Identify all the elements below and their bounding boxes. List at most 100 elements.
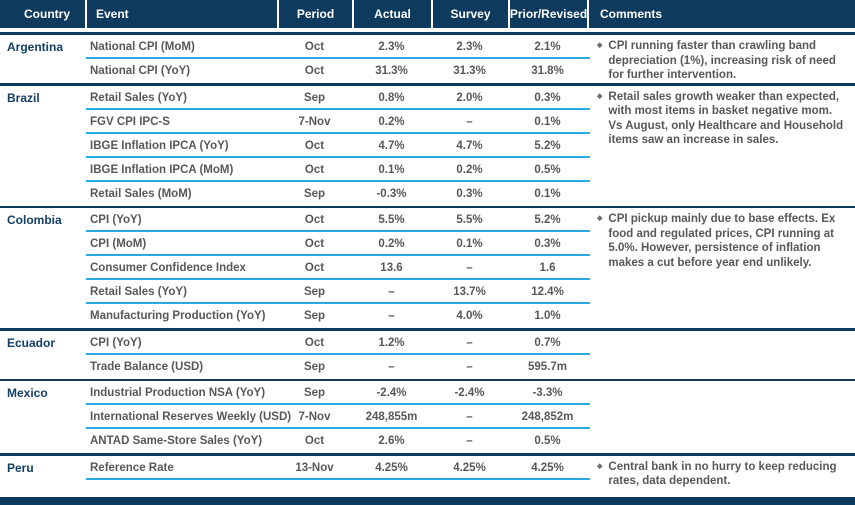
- actual-cell: -2.4%: [376, 387, 407, 399]
- table-row: Industrial Production NSA (YoY) Sep -2.4% -…: [0, 381, 855, 405]
- period-cell: Sep: [303, 387, 326, 399]
- actual-cell: 4.7%: [378, 139, 405, 152]
- survey-cell: 4.25%: [453, 461, 486, 474]
- table-row: Retail Sales (YoY) Sep – 13.7% 12.4%: [0, 280, 855, 304]
- comment: ◆ Central bank in no hurry to keep reduci…: [597, 460, 849, 489]
- country-group-peru: Peru Reference Rate 13-Nov 4.25% 4.25% 4.25% ◆…: [0, 456, 855, 488]
- comment-text: Central bank in no hurry to keep reducin…: [608, 460, 837, 488]
- actual-cell: 31.3%: [375, 65, 408, 77]
- actual-cell: 4.25%: [375, 461, 408, 474]
- row-divider-line: [86, 427, 590, 429]
- survey-cell: –: [466, 435, 473, 447]
- row-divider-line: [86, 352, 590, 355]
- group-divider-line: [0, 453, 855, 456]
- survey-cell: 4.7%: [456, 139, 483, 152]
- actual-cell: 1.2%: [378, 336, 405, 349]
- row-divider-line: [86, 254, 590, 256]
- country-label: Colombia: [7, 213, 62, 227]
- survey-cell: 0.1%: [456, 238, 483, 250]
- table-row: Retail Sales (MoM) Sep -0.3% 0.3% 0.1%: [0, 182, 855, 206]
- survey-cell: –: [466, 336, 473, 349]
- event-cell: ANTAD Same-Store Sales (YoY): [90, 435, 263, 447]
- country-spacer-cell: [0, 280, 85, 304]
- period-cell: Oct: [304, 238, 325, 250]
- period-cell: Oct: [304, 214, 325, 226]
- actual-cell: 5.5%: [378, 214, 405, 226]
- prior-cell: 0.1%: [534, 115, 561, 128]
- table-row: Reference Rate 13-Nov 4.25% 4.25% 4.25%: [0, 456, 855, 480]
- survey-cell: 0.2%: [456, 163, 483, 176]
- country-label: Peru: [7, 460, 34, 475]
- country-label: Argentina: [7, 40, 64, 54]
- period-cell: Sep: [303, 310, 326, 322]
- table-body: Argentina National CPI (MoM) Oct 2.3% 2.3% 2.…: [0, 35, 855, 488]
- group-divider-line: [0, 328, 855, 331]
- header-actual: Actual: [352, 0, 431, 28]
- event-cell: CPI (YoY): [90, 214, 142, 226]
- row-divider-line: [86, 302, 590, 304]
- event-cell: Reference Rate: [90, 461, 174, 474]
- survey-cell: 2.0%: [456, 91, 483, 104]
- survey-cell: 13.7%: [453, 286, 486, 298]
- comment: ◆ CPI pickup mainly due to base effects. …: [597, 212, 849, 270]
- actual-cell: –: [388, 286, 395, 298]
- period-cell: Oct: [304, 336, 325, 349]
- event-cell: National CPI (YoY): [90, 65, 191, 77]
- table-row: IBGE Inflation IPCA (MoM) Oct 0.1% 0.2% 0.5%: [0, 158, 855, 182]
- comment-text: Retail sales growth weaker than expected…: [608, 90, 844, 147]
- table-row: ANTAD Same-Store Sales (YoY) Oct 2.6% – 0.5%: [0, 429, 855, 453]
- country-spacer-cell: [0, 456, 85, 480]
- period-cell: Sep: [303, 91, 326, 104]
- actual-cell: 2.6%: [378, 435, 405, 447]
- prior-cell: 5.2%: [534, 139, 561, 152]
- actual-cell: 0.1%: [378, 163, 405, 176]
- table-row: CPI (MoM) Oct 0.2% 0.1% 0.3%: [0, 232, 855, 256]
- row-divider-line: [86, 179, 590, 182]
- event-cell: FGV CPI IPC-S: [90, 115, 170, 128]
- country-spacer-cell: [0, 182, 85, 206]
- country-spacer-cell: [0, 355, 85, 379]
- event-cell: National CPI (MoM): [90, 41, 195, 53]
- country-spacer-cell: [0, 158, 85, 182]
- country-spacer-cell: [0, 256, 85, 280]
- row-divider-line: [86, 57, 590, 59]
- event-cell: Trade Balance (USD): [90, 360, 204, 373]
- table-row: Manufacturing Production (YoY) Sep – 4.0% 1.…: [0, 304, 855, 328]
- prior-cell: 12.4%: [531, 286, 564, 298]
- actual-cell: 0.2%: [378, 115, 405, 128]
- table-header-row: Country Event Period Actual Survey Prior…: [0, 0, 855, 28]
- prior-cell: 0.7%: [534, 336, 561, 349]
- prior-cell: 0.5%: [534, 163, 561, 176]
- period-cell: Oct: [304, 163, 325, 176]
- country-label: Ecuador: [7, 335, 56, 350]
- actual-cell: -0.3%: [376, 187, 407, 200]
- header-comments: Comments: [587, 0, 855, 28]
- event-cell: Manufacturing Production (YoY): [90, 310, 266, 322]
- country-group-brazil: Brazil Retail Sales (YoY) Sep 0.8% 2.0% 0.3% F…: [0, 86, 855, 206]
- country-spacer-cell: [0, 110, 85, 134]
- country-spacer-cell: [0, 59, 85, 83]
- header-period: Period: [277, 0, 352, 28]
- table-row: National CPI (MoM) Oct 2.3% 2.3% 2.1%: [0, 35, 855, 59]
- prior-cell: 0.3%: [534, 238, 561, 250]
- period-cell: Oct: [304, 262, 325, 274]
- event-cell: IBGE Inflation IPCA (YoY): [90, 139, 229, 152]
- event-cell: CPI (YoY): [90, 336, 142, 349]
- survey-cell: 4.0%: [456, 310, 483, 322]
- event-cell: Consumer Confidence Index: [90, 262, 246, 274]
- prior-cell: -3.3%: [532, 387, 563, 399]
- country-spacer-cell: [0, 304, 85, 328]
- survey-cell: –: [466, 411, 473, 423]
- comment-text: CPI running faster than crawling band de…: [608, 40, 836, 81]
- actual-cell: –: [388, 310, 395, 322]
- footer-bar: [0, 497, 855, 505]
- survey-cell: 0.3%: [456, 187, 483, 200]
- country-label: Brazil: [7, 90, 40, 105]
- row-divider-line: [86, 155, 590, 158]
- country-spacer-cell: [0, 232, 85, 256]
- country-group-mexico: Mexico Industrial Production NSA (YoY) Sep…: [0, 381, 855, 453]
- event-cell: CPI (MoM): [90, 238, 147, 250]
- diamond-bullet-icon: ◆: [597, 42, 603, 49]
- country-spacer-cell: [0, 405, 85, 429]
